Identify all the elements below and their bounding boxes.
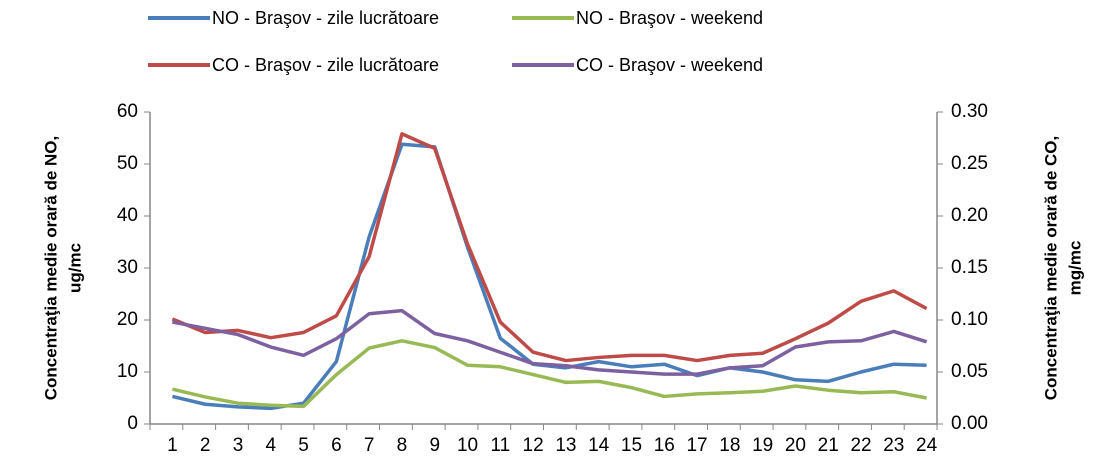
y-tick-label: 10 [117,361,138,382]
series-line [171,142,927,411]
y-tick-label: 50 [117,153,138,174]
y2-axis-label: mg/mc [1065,241,1084,296]
x-tick-label: 6 [331,435,342,456]
x-tick-label: 10 [457,435,478,456]
x-tick-label: 9 [429,435,440,456]
x-tick-label: 7 [364,435,375,456]
y-tick-label: 0 [127,413,138,434]
series-line [171,132,928,363]
x-tick-label: 1 [167,435,178,456]
legend-label: NO - Braşov - weekend [576,8,763,28]
x-tick-label: 17 [686,435,707,456]
legend-label: NO - Braşov - zile lucrătoare [212,8,439,28]
y2-tick-label: 0.20 [951,205,988,226]
y2-tick-label: 0.30 [951,101,988,122]
x-tick-label: 19 [752,435,773,456]
series-line [171,339,927,409]
y2-tick-label: 0.25 [951,153,988,174]
x-tick-label: 24 [916,435,938,456]
x-tick-label: 14 [588,435,610,456]
y2-axis-label: Concentraţia medie orară de CO, [1041,136,1060,401]
x-tick-label: 8 [397,435,408,456]
y-tick-label: 40 [117,205,138,226]
x-tick-label: 3 [233,435,244,456]
x-tick-label: 18 [719,435,740,456]
x-tick-label: 16 [654,435,675,456]
y-axis-label: Concentraţia medie orară de NO, [41,136,60,401]
y2-tick-label: 0.15 [951,257,988,278]
y2-tick-label: 0.10 [951,309,988,330]
x-tick-label: 2 [200,435,211,456]
y-axis-label: ug/mc [65,243,84,293]
x-tick-label: 12 [523,435,544,456]
y-tick-label: 60 [117,101,138,122]
x-tick-label: 4 [265,435,276,456]
y-tick-label: 20 [117,309,138,330]
x-tick-label: 22 [850,435,871,456]
x-tick-label: 13 [555,435,576,456]
x-tick-label: 23 [883,435,904,456]
x-tick-label: 21 [818,435,839,456]
y2-tick-label: 0.00 [951,413,988,434]
x-tick-label: 5 [298,435,309,456]
x-tick-label: 15 [621,435,642,456]
legend-label: CO - Braşov - zile lucrătoare [212,55,439,75]
y-tick-label: 30 [117,257,138,278]
x-tick-label: 11 [490,435,510,456]
y2-tick-label: 0.05 [951,361,988,382]
series-line [172,308,928,376]
x-tick-label: 20 [785,435,806,456]
legend-label: CO - Braşov - weekend [576,55,763,75]
